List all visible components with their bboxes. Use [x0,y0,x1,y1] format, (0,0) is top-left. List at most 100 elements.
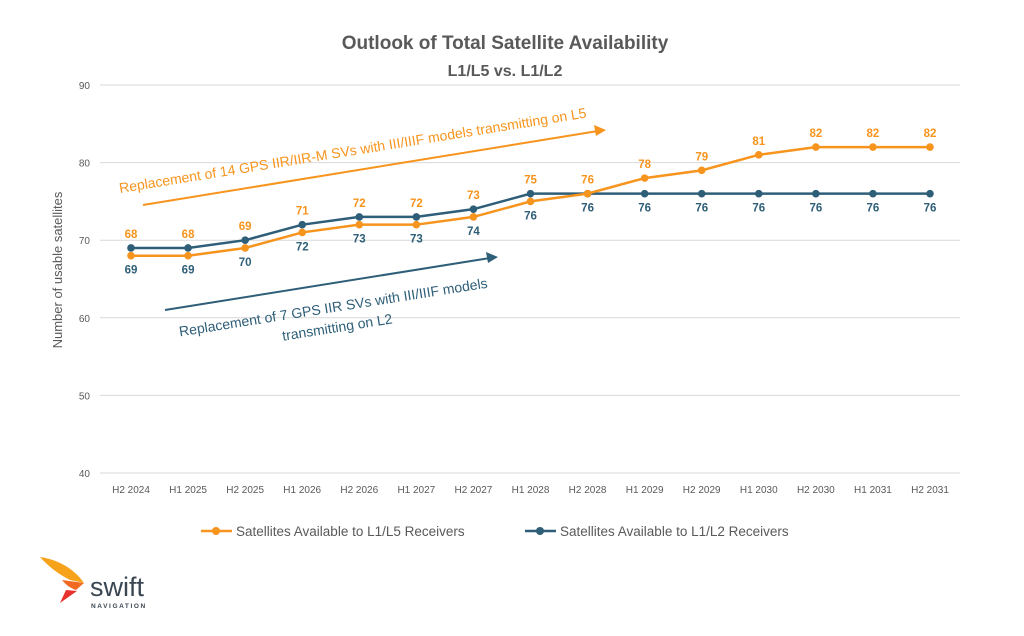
data-label: 69 [239,221,252,233]
data-label: 76 [524,210,537,222]
x-tick-label: H1 2029 [626,485,664,496]
x-tick-label: H1 2031 [854,485,892,496]
y-tick-label: 80 [79,159,91,170]
chart-subtitle: L1/L5 vs. L1/L2 [448,63,563,80]
data-label: 76 [752,203,765,215]
data-point [583,189,592,198]
data-label: 69 [182,265,195,277]
data-label: 78 [638,159,651,171]
data-label: 79 [695,151,708,163]
x-tick-label: H1 2030 [740,485,778,496]
chart-title: Outlook of Total Satellite Availability [342,33,669,54]
data-label: 72 [353,198,366,210]
x-tick-label: H2 2025 [226,485,264,496]
data-point [184,244,192,252]
x-tick-label: H2 2030 [797,485,835,496]
x-tick-label: H1 2027 [397,485,435,496]
data-label: 69 [125,265,138,277]
logo-wing-mid-icon [62,580,84,590]
l2-arrowhead-icon [486,252,498,263]
data-label: 76 [581,203,594,215]
data-label: 82 [867,128,880,140]
data-point [127,244,135,252]
legend-l2-marker [536,527,544,535]
logo-wordmark: swift [90,572,144,602]
data-label: 76 [638,203,651,215]
data-point [298,228,307,237]
data-point [469,213,478,221]
data-point [241,244,249,252]
data-point [298,220,307,229]
data-label: 76 [695,203,708,215]
y-tick-label: 40 [79,469,91,480]
legend: Satellites Available to L1/L5 Receivers … [201,524,789,539]
data-label: 74 [467,226,480,238]
y-tick-label: 50 [79,391,91,402]
data-point [926,143,934,151]
data-point [412,213,421,221]
data-point [184,251,192,260]
y-tick-label: 70 [79,236,91,247]
data-label: 76 [809,203,822,215]
data-point [127,251,135,260]
data-point [754,189,763,198]
data-label: 72 [296,241,309,253]
x-tick-label: H2 2029 [683,485,721,496]
y-tick-label: 60 [79,314,91,325]
swift-logo: swift NAVIGATION [40,557,147,610]
l5-annotation-text: Replacement of 14 GPS IIR/IIR-M SVs with… [118,104,588,195]
l5-annotation-arrow [142,130,599,206]
data-point [869,143,877,151]
data-label: 71 [296,206,309,218]
data-label: 76 [581,175,594,187]
data-label: 76 [867,203,880,215]
x-tick-label: H2 2027 [455,485,493,496]
x-tick-label: H1 2026 [283,485,321,496]
data-point [412,220,421,229]
data-label: 68 [182,229,195,241]
data-point [241,236,249,244]
legend-l2-label: Satellites Available to L1/L2 Receivers [560,524,789,539]
data-point [812,143,820,151]
x-tick-label: H2 2026 [340,485,378,496]
l2-annotation-arrow [164,257,491,311]
data-label: 81 [752,136,765,148]
data-label: 73 [467,190,480,202]
data-label: 82 [809,128,822,140]
data-label: 72 [410,198,423,210]
x-tick-label: H1 2028 [512,485,550,496]
logo-wing-tip-icon [60,590,77,603]
data-point [754,151,763,159]
data-point [469,205,478,213]
data-label: 68 [125,229,138,241]
data-point [640,174,649,182]
data-label: 70 [239,257,252,269]
data-point [869,189,877,198]
x-tick-label: H2 2028 [569,485,607,496]
x-tick-label: H2 2024 [112,485,150,496]
data-point [697,189,706,198]
logo-wing-icon [40,557,84,583]
y-axis-label: Number of usable satellites [50,191,65,348]
legend-l5-label: Satellites Available to L1/L5 Receivers [236,524,465,539]
data-point [640,189,649,198]
data-point [526,197,535,206]
x-tick-label: H1 2025 [169,485,207,496]
data-label: 76 [924,203,937,215]
l5-arrowhead-icon [594,125,606,136]
data-point [355,220,364,229]
data-point [812,189,820,198]
data-label: 75 [524,175,537,187]
y-tick-label: 90 [79,81,91,92]
data-label: 73 [353,234,366,246]
data-point [355,213,364,221]
data-point [697,166,706,175]
legend-l5-marker [212,527,220,535]
data-label: 82 [924,128,937,140]
data-point [926,189,934,198]
data-point [526,189,535,198]
x-tick-label: H2 2031 [911,485,949,496]
logo-tagline: NAVIGATION [91,603,147,610]
data-label: 73 [410,234,423,246]
